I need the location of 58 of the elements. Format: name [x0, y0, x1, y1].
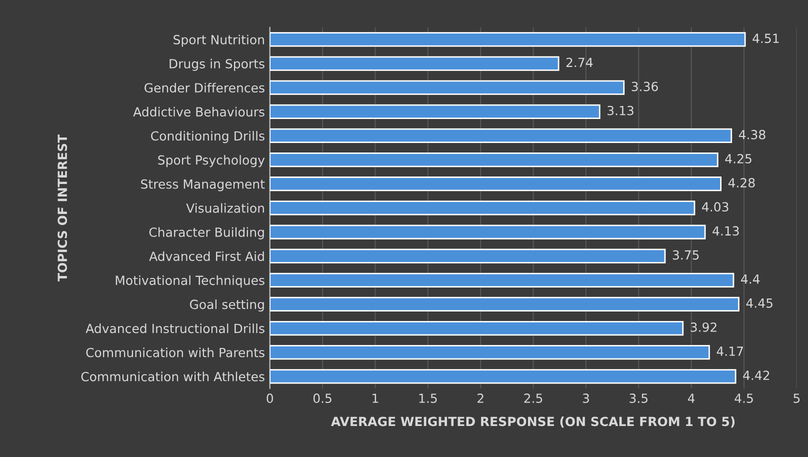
data-label: 3.13: [608, 106, 634, 116]
bar: [270, 152, 718, 168]
bar: [270, 104, 600, 119]
y-tick-label: Gender Differences: [144, 82, 264, 93]
y-tick-label: Sport Psychology: [158, 155, 265, 168]
y-tick-label: Sport Nutrition: [174, 34, 264, 47]
bar: [270, 224, 706, 240]
bar: [270, 272, 734, 288]
bar: [270, 369, 736, 384]
x-tick-label: 0: [266, 394, 274, 403]
bar: [270, 200, 696, 216]
data-label: 4.51: [752, 34, 779, 44]
x-tick-label: 4.5: [734, 394, 753, 403]
x-tick-label: 4: [688, 394, 695, 403]
data-label: 3.36: [632, 82, 658, 92]
y-tick-label: Communication with Athletes: [81, 372, 264, 382]
y-tick-label: Advanced Instructional Drills: [86, 324, 264, 334]
data-label: 4.4: [741, 274, 760, 284]
x-tick-label: 2.5: [524, 394, 542, 403]
data-label: 2.74: [566, 58, 593, 67]
y-tick-label: Motivational Techniques: [116, 275, 264, 288]
y-tick-label: Conditioning Drills: [151, 130, 264, 144]
y-tick-label: Drugs in Sports: [170, 58, 264, 71]
bar: [270, 176, 722, 192]
x-tick-label: 1.5: [419, 394, 437, 403]
data-label: 3.92: [690, 322, 716, 332]
bar: [270, 296, 740, 312]
x-axis-title: AVERAGE WEIGHTED RESPONSE (ON SCALE FROM 1 TO 5): [330, 416, 735, 428]
y-tick-label: Visualization: [186, 203, 264, 213]
x-tick-label: 1: [372, 394, 378, 403]
y-axis-title: TOPICS OF INTEREST: [58, 134, 68, 282]
data-label: 4.13: [712, 226, 739, 236]
y-tick-label: Goal setting: [190, 299, 264, 312]
bar: [270, 248, 666, 264]
x-tick-label: 3.5: [630, 394, 648, 403]
x-tick-label: 3: [582, 394, 589, 403]
data-label: 4.45: [746, 298, 772, 308]
data-label: 4.17: [716, 346, 743, 356]
data-label: 4.38: [738, 130, 766, 140]
data-label: 4.03: [702, 202, 728, 212]
data-label: 3.75: [672, 250, 699, 260]
bar: [270, 320, 684, 336]
data-label: 4.28: [728, 178, 755, 188]
data-label: 4.25: [725, 154, 752, 164]
bar: [270, 56, 560, 71]
y-tick-label: Stress Management: [141, 179, 265, 192]
y-tick-label: Character Building: [149, 227, 264, 240]
x-tick-label: 0.5: [313, 394, 332, 403]
data-label: 4.42: [743, 370, 770, 380]
x-tick-label: 5: [794, 394, 800, 403]
y-tick-label: Addictive Behaviours: [133, 106, 264, 117]
y-tick-label: Advanced First Aid: [149, 251, 264, 261]
x-tick-label: 2: [478, 394, 484, 403]
bar: [270, 128, 732, 144]
bar: [270, 32, 746, 47]
bar: [270, 80, 625, 95]
bar: [270, 345, 710, 360]
y-tick-label: Communication with Parents: [86, 348, 264, 358]
